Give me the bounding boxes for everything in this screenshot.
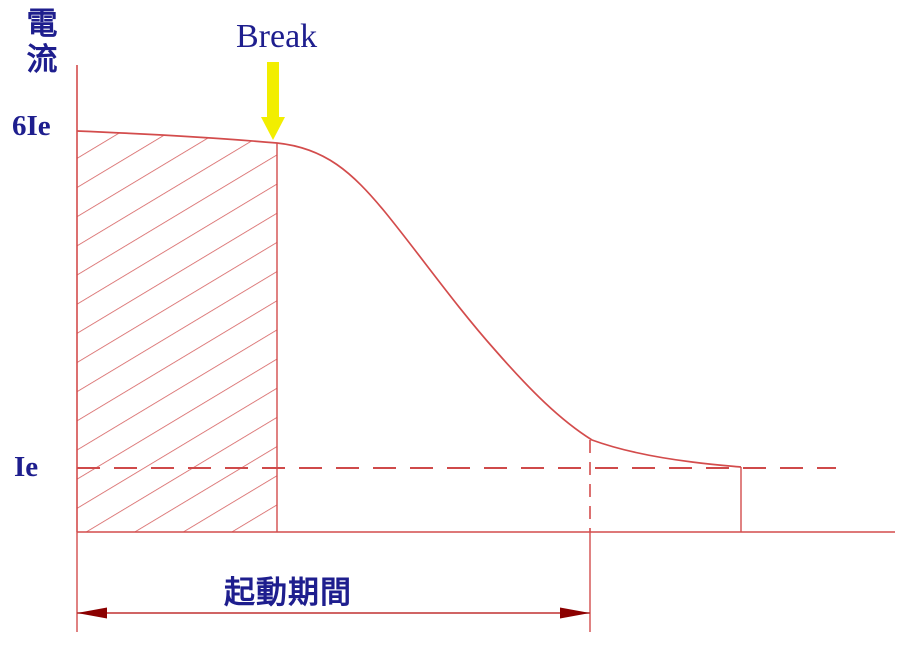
hatched-starting-energy-region (77, 131, 277, 532)
break-arrow-icon (261, 62, 285, 140)
starting-current-curve (76, 130, 742, 468)
dimension-arrowhead-right (560, 607, 590, 619)
y-tick-6ie: 6Ie (12, 110, 51, 142)
break-annotation-label: Break (236, 18, 318, 55)
y-axis-title: 電流 (26, 6, 58, 77)
start-period-label: 起動期間 (224, 575, 352, 610)
y-tick-ie: Ie (14, 451, 39, 483)
dimension-arrowhead-left (77, 607, 107, 619)
